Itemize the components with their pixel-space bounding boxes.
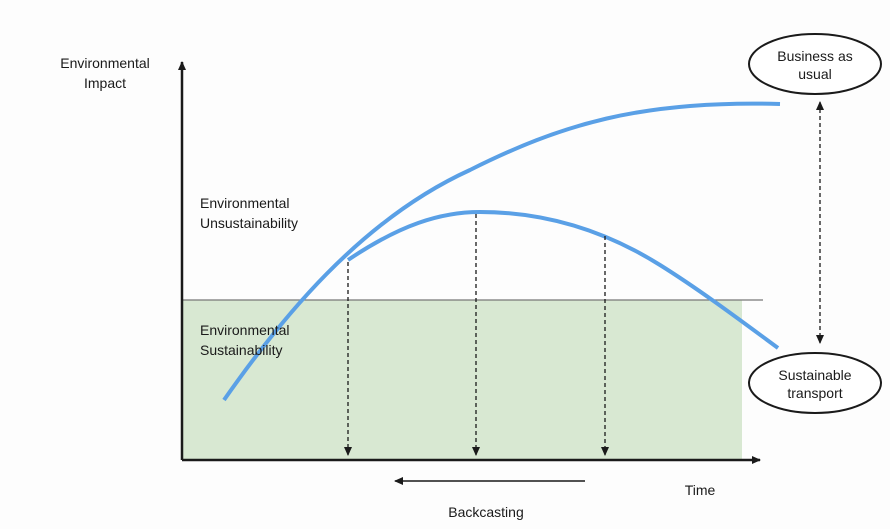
- node-shape: [748, 352, 882, 414]
- node-label: Sustainable: [778, 367, 851, 383]
- node-label: transport: [787, 385, 842, 401]
- y-axis-label: Environmental: [60, 55, 150, 71]
- node-label: Business as: [777, 48, 852, 64]
- sustainability-zone: [182, 300, 742, 460]
- region-label: Environmental: [200, 195, 290, 211]
- node-shape: [748, 33, 882, 95]
- region-label: Unsustainability: [200, 215, 298, 231]
- region-label: Environmental: [200, 322, 290, 338]
- node-label: usual: [798, 66, 831, 82]
- x-axis-label: Time: [685, 482, 716, 498]
- region-label: Sustainability: [200, 342, 283, 358]
- y-axis-label: Impact: [84, 75, 126, 91]
- arrow-label: Backcasting: [448, 504, 523, 520]
- business-as-usual-curve: [222, 101, 781, 402]
- sustainable-curve: [346, 209, 780, 350]
